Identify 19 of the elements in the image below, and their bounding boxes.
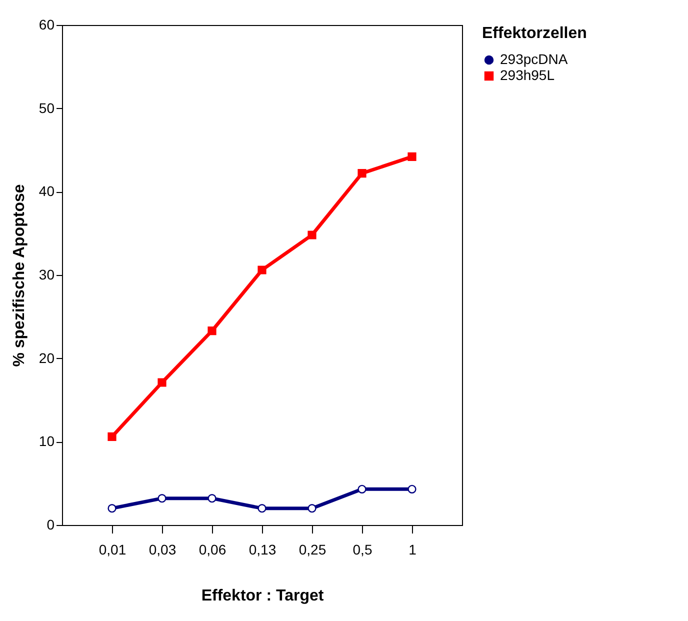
x-tick-label: 0,25	[298, 542, 326, 558]
y-tick-label: 20	[38, 350, 55, 366]
y-tick-label: 10	[38, 433, 55, 450]
legend-title: Effektorzellen	[482, 25, 587, 42]
x-tick-label: 0,13	[248, 542, 276, 558]
legend-label: 293pcDNA	[500, 51, 568, 67]
x-tick-label: 0,06	[198, 542, 226, 558]
x-tick-label: 0,01	[98, 542, 126, 558]
y-tick-label: 40	[38, 183, 55, 200]
y-tick-label: 60	[38, 16, 55, 32]
x-tick-label: 1	[408, 542, 417, 558]
y-tick-label: 50	[38, 100, 55, 116]
y-tick-label: 0	[46, 516, 55, 532]
x-tick-label: 0,03	[148, 542, 176, 558]
y-axis-title: % spezifische Apoptose	[10, 184, 28, 367]
legend-label: 293h95L	[500, 67, 555, 83]
x-axis-title: Effektor : Target	[201, 588, 324, 604]
x-tick-label: 0,5	[352, 542, 372, 558]
y-tick-label: 30	[38, 266, 55, 282]
